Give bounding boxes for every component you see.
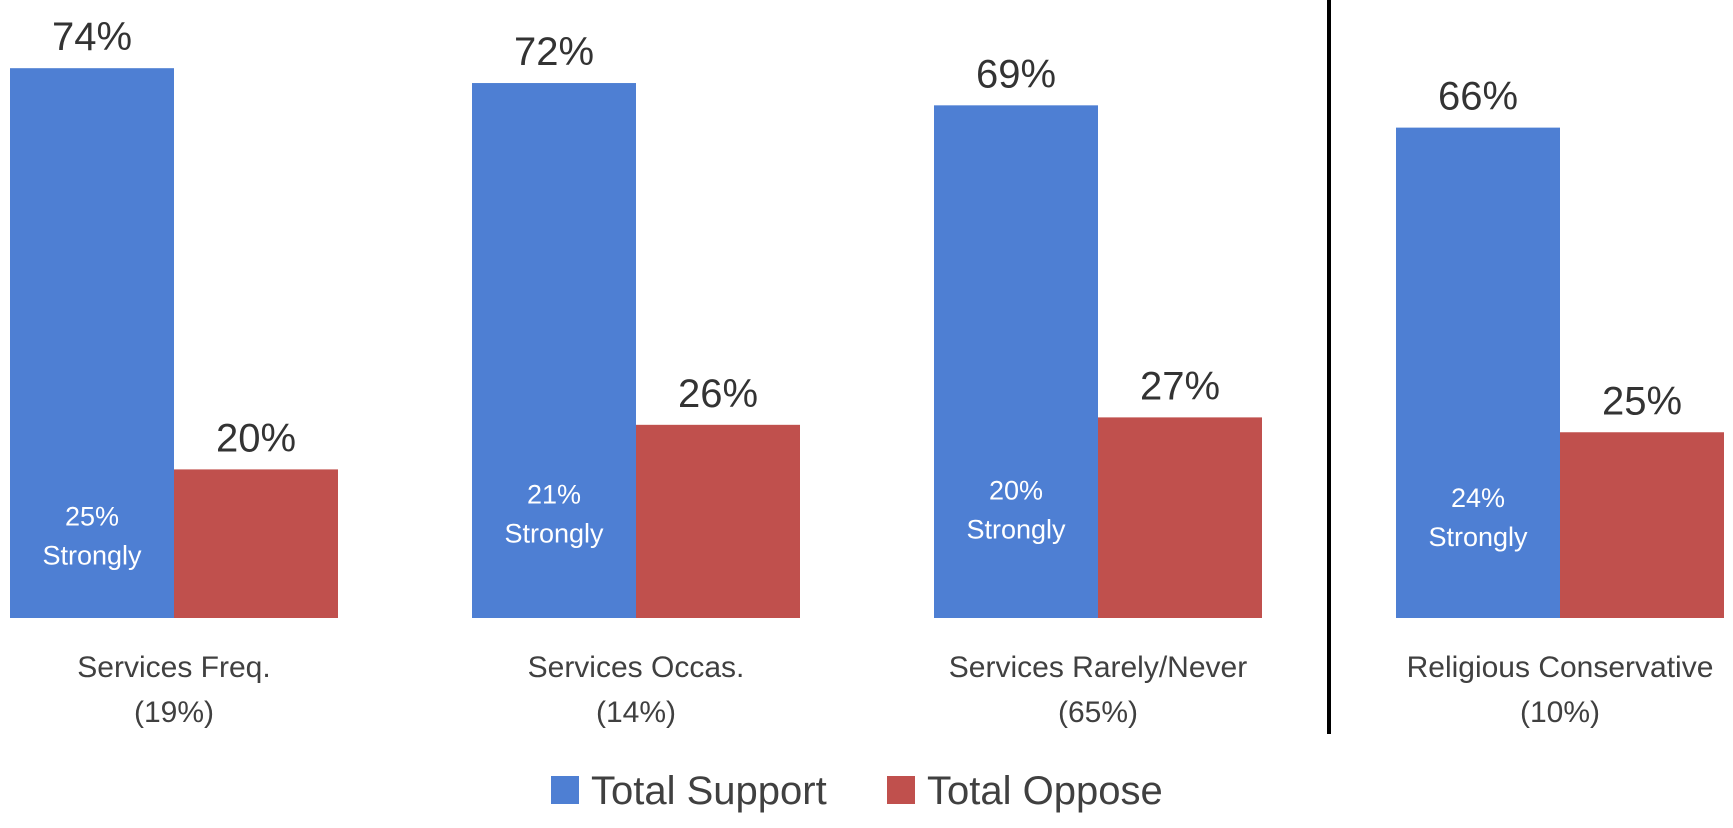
- data-label-oppose: 25%: [1602, 379, 1682, 423]
- strongly-label-percent: 24%: [1451, 483, 1505, 513]
- data-label-oppose: 26%: [678, 372, 758, 416]
- category-sublabel: (10%): [1520, 696, 1600, 729]
- legend-label-support: Total Support: [591, 769, 827, 813]
- category-label: Services Freq.: [77, 651, 270, 684]
- data-label-support: 74%: [52, 15, 132, 59]
- category-label: Services Occas.: [528, 651, 745, 684]
- data-label-oppose: 20%: [216, 416, 296, 460]
- bar-support: [934, 105, 1098, 618]
- category-sublabel: (65%): [1058, 696, 1138, 729]
- bar-support: [472, 83, 636, 619]
- strongly-label-text: Strongly: [1428, 522, 1528, 552]
- strongly-label-text: Strongly: [42, 541, 142, 571]
- strongly-label-percent: 25%: [65, 502, 119, 532]
- category-label: Services Rarely/Never: [949, 651, 1247, 684]
- bar-support: [1396, 127, 1560, 619]
- strongly-label-text: Strongly: [504, 518, 604, 548]
- strongly-label-percent: 21%: [527, 479, 581, 509]
- category-sublabel: (14%): [596, 696, 676, 729]
- bar-oppose: [636, 424, 800, 618]
- strongly-label-text: Strongly: [966, 515, 1066, 545]
- category-sublabel: (19%): [134, 696, 214, 729]
- bar-support: [10, 68, 174, 619]
- category-label: Religious Conservative: [1407, 651, 1714, 684]
- strongly-label-percent: 20%: [989, 476, 1043, 506]
- data-label-support: 72%: [514, 30, 594, 74]
- bar-oppose: [1098, 417, 1262, 618]
- group-separator: [1327, 0, 1331, 734]
- legend-swatch-oppose: [887, 776, 915, 804]
- data-label-oppose: 27%: [1140, 364, 1220, 408]
- data-label-support: 69%: [976, 52, 1056, 96]
- bar-oppose: [174, 469, 338, 618]
- data-label-support: 66%: [1438, 75, 1518, 119]
- legend-label-oppose: Total Oppose: [927, 769, 1163, 813]
- legend-swatch-support: [551, 776, 579, 804]
- bar-oppose: [1560, 432, 1724, 618]
